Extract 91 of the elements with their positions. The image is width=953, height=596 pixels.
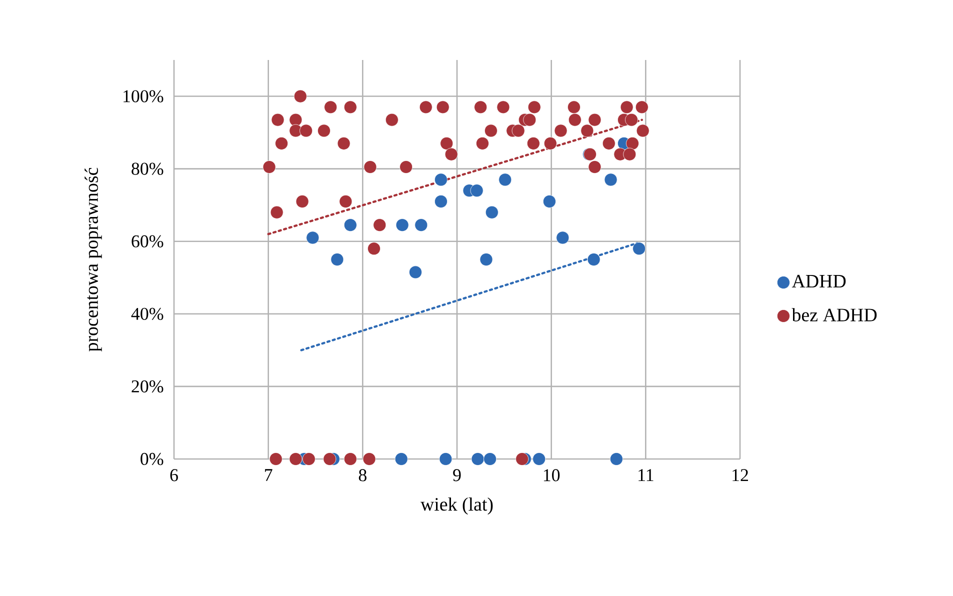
point — [362, 452, 376, 466]
point — [542, 194, 556, 208]
point — [476, 136, 489, 150]
x-tick-label: 6 — [170, 469, 178, 482]
point — [317, 124, 330, 138]
point — [471, 452, 484, 466]
point — [620, 100, 634, 114]
point — [610, 452, 623, 466]
point — [484, 124, 498, 138]
point — [271, 113, 284, 126]
point — [498, 173, 512, 186]
point — [344, 452, 357, 466]
point — [302, 452, 316, 466]
point — [496, 100, 510, 114]
legend-label: bez ADHD — [792, 308, 877, 322]
point — [344, 100, 357, 114]
point — [394, 452, 408, 466]
x-axis-title: wiek (lat) — [420, 497, 493, 515]
point — [419, 100, 432, 114]
y-tick-label: 80% — [132, 162, 164, 175]
point — [588, 113, 602, 126]
point — [294, 90, 307, 103]
point — [434, 194, 448, 208]
point — [625, 113, 638, 126]
x-tick-label: 9 — [453, 469, 461, 482]
point — [636, 124, 650, 138]
point — [364, 160, 377, 174]
x-tick-label: 12 — [732, 469, 748, 482]
y-tick-label: 40% — [131, 308, 164, 320]
point — [484, 452, 497, 466]
point — [516, 452, 529, 466]
point — [270, 206, 284, 219]
point — [474, 100, 488, 114]
point — [269, 452, 282, 466]
point — [414, 218, 428, 232]
point — [408, 266, 422, 279]
point — [300, 124, 313, 138]
point — [480, 253, 493, 266]
point — [289, 452, 302, 466]
point — [373, 218, 386, 232]
point — [485, 206, 498, 219]
y-tick-label: 100% — [124, 90, 164, 102]
point — [324, 100, 338, 114]
point — [339, 194, 352, 208]
point — [635, 100, 648, 114]
y-tick-label: 60% — [132, 235, 164, 248]
point — [632, 242, 646, 256]
point — [289, 113, 302, 126]
y-tick-label: 0% — [140, 452, 164, 466]
point — [344, 218, 357, 232]
point — [623, 148, 636, 161]
point — [532, 452, 546, 466]
point — [604, 173, 618, 186]
point — [440, 136, 454, 150]
point — [296, 194, 309, 208]
point — [337, 136, 350, 150]
point — [528, 100, 541, 114]
legend-label: ADHD — [792, 274, 846, 288]
x-tick-label: 10 — [544, 469, 560, 482]
point — [385, 113, 398, 126]
point — [512, 124, 525, 138]
point — [323, 452, 336, 466]
point — [275, 136, 288, 150]
point — [588, 160, 602, 174]
point — [602, 136, 616, 150]
point — [262, 160, 276, 174]
point — [587, 253, 600, 266]
point — [556, 231, 570, 244]
point — [367, 242, 380, 256]
point — [554, 124, 568, 138]
point — [580, 124, 594, 138]
y-tick-label: 20% — [132, 380, 164, 393]
point — [568, 113, 582, 126]
point — [526, 136, 540, 150]
point — [396, 218, 409, 232]
point — [523, 113, 536, 126]
x-tick-label: 11 — [638, 469, 654, 482]
point — [306, 231, 320, 244]
point — [400, 160, 413, 174]
point — [434, 173, 448, 186]
point — [330, 253, 344, 266]
point — [436, 100, 450, 114]
point — [544, 136, 557, 150]
x-tick-label: 7 — [265, 469, 272, 481]
point — [439, 452, 452, 466]
point — [470, 184, 484, 198]
point — [444, 148, 458, 161]
point — [626, 136, 639, 150]
x-tick-label: 8 — [358, 469, 366, 482]
point — [567, 100, 580, 114]
y-axis-title: procentowa poprawność — [84, 168, 102, 352]
